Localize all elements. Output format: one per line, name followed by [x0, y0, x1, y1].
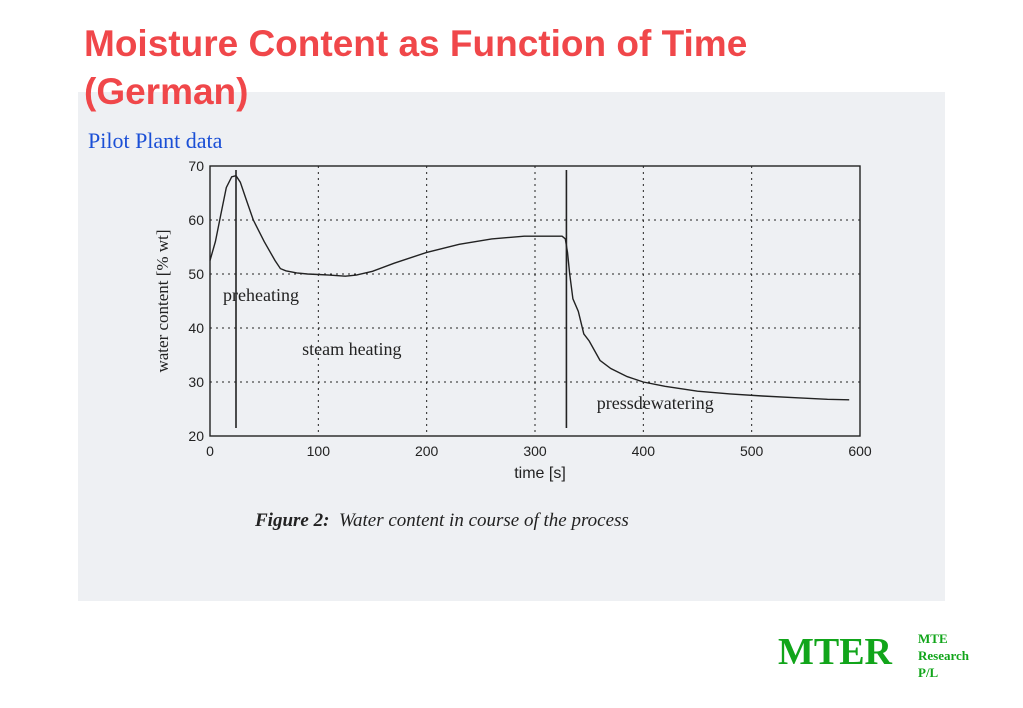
x-tick-label-100: 100	[307, 443, 331, 459]
logo-line-1: MTE	[918, 631, 948, 646]
slide-title-line2: (German)	[84, 71, 249, 112]
slide-title-line1: Moisture Content as Function of Time	[84, 23, 748, 64]
logo-line-3: P/L	[918, 665, 939, 680]
mte-research-logo-text: MTE Research P/L	[918, 630, 969, 681]
scanned-figure-background	[78, 92, 945, 601]
x-tick-label-500: 500	[740, 443, 764, 459]
mter-logo: MTER	[778, 631, 892, 673]
y-tick-label-40: 40	[188, 320, 204, 336]
annotation-3: pressdewatering	[597, 393, 714, 413]
annotation-1: preheating	[223, 285, 299, 305]
y-tick-label-30: 30	[188, 374, 204, 390]
annotation-2: steam heating	[302, 339, 401, 359]
series-line-water-content	[209, 174, 850, 401]
x-tick-label-200: 200	[415, 443, 439, 459]
y-axis-label: water content [% wt]	[153, 229, 172, 372]
chart-grid	[210, 166, 860, 436]
y-tick-label-20: 20	[188, 428, 204, 444]
figure-caption-text: Water content in course of the process	[338, 510, 629, 531]
logo-line-2: Research	[918, 648, 970, 663]
phase-markers	[235, 170, 568, 428]
plot-frame	[209, 165, 861, 437]
axis-ticks: 0 100 200 300 400 500 600 20 30 40 50 60 70	[188, 158, 871, 459]
slide-subtitle: Pilot Plant data	[88, 128, 223, 153]
x-tick-label-0: 0	[206, 443, 214, 459]
slide-title: Moisture Content as Function of Time (Ge…	[84, 20, 944, 116]
x-tick-label-600: 600	[848, 443, 872, 459]
y-tick-label-60: 60	[188, 212, 204, 228]
x-tick-label-400: 400	[632, 443, 656, 459]
figure-caption: Figure 2: Water content in course of the…	[255, 510, 629, 532]
x-axis-label: time [s]	[514, 465, 566, 482]
y-tick-label-50: 50	[188, 266, 204, 282]
chart-annotations: preheating steam heating pressdewatering	[223, 285, 714, 413]
figure-label: Figure 2:	[255, 510, 330, 531]
x-tick-label-300: 300	[523, 443, 547, 459]
y-tick-label-70: 70	[188, 158, 204, 174]
